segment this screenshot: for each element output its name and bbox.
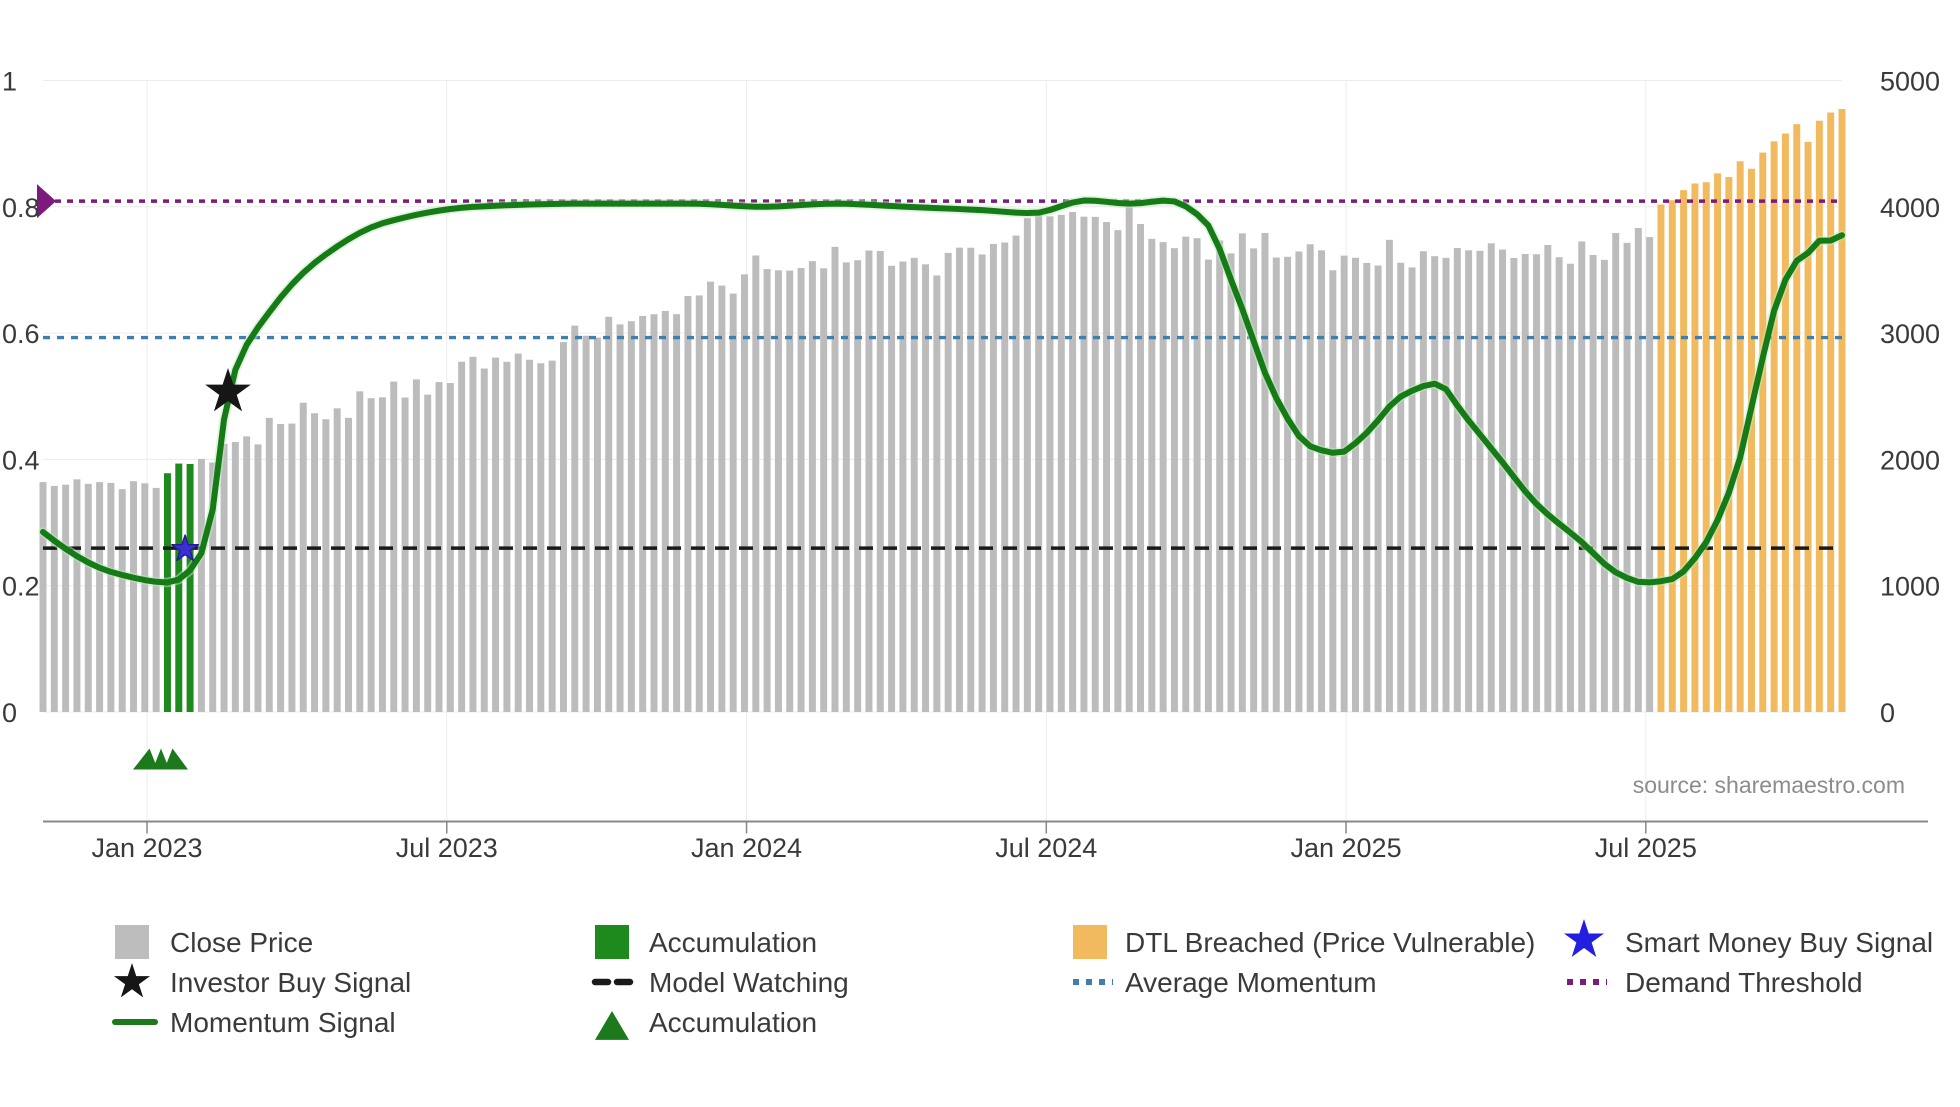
svg-text:Investor Buy Signal: Investor Buy Signal [170,967,411,998]
svg-text:5000: 5000 [1880,67,1940,97]
svg-text:DTL Breached (Price Vulnerable: DTL Breached (Price Vulnerable) [1125,927,1535,958]
svg-text:0: 0 [2,698,17,728]
svg-text:4000: 4000 [1880,193,1940,223]
svg-text:1000: 1000 [1880,572,1940,602]
svg-text:Jul 2024: Jul 2024 [995,833,1097,863]
svg-text:0.8: 0.8 [2,193,40,223]
svg-text:Momentum Signal: Momentum Signal [170,1007,396,1038]
svg-text:Jan 2025: Jan 2025 [1290,833,1401,863]
svg-text:Jan 2024: Jan 2024 [691,833,802,863]
svg-text:0: 0 [1880,698,1895,728]
svg-text:Model Watching: Model Watching [649,967,849,998]
svg-text:Demand Threshold: Demand Threshold [1625,967,1863,998]
svg-text:1: 1 [2,67,17,97]
svg-text:2000: 2000 [1880,445,1940,475]
svg-text:Jan 2023: Jan 2023 [91,833,202,863]
svg-text:0.4: 0.4 [2,445,40,475]
svg-text:0.2: 0.2 [2,572,40,602]
svg-text:Average Momentum: Average Momentum [1125,967,1377,998]
svg-text:3000: 3000 [1880,319,1940,349]
svg-text:Jul 2025: Jul 2025 [1595,833,1697,863]
svg-text:Jul 2023: Jul 2023 [396,833,498,863]
svg-text:0.6: 0.6 [2,319,40,349]
svg-text:Close Price: Close Price [170,927,313,958]
svg-text:Accumulation: Accumulation [649,927,817,958]
svg-text:Smart Money Buy Signal: Smart Money Buy Signal [1625,927,1933,958]
svg-text:Accumulation: Accumulation [649,1007,817,1038]
svg-text:source: sharemaestro.com: source: sharemaestro.com [1633,772,1905,798]
